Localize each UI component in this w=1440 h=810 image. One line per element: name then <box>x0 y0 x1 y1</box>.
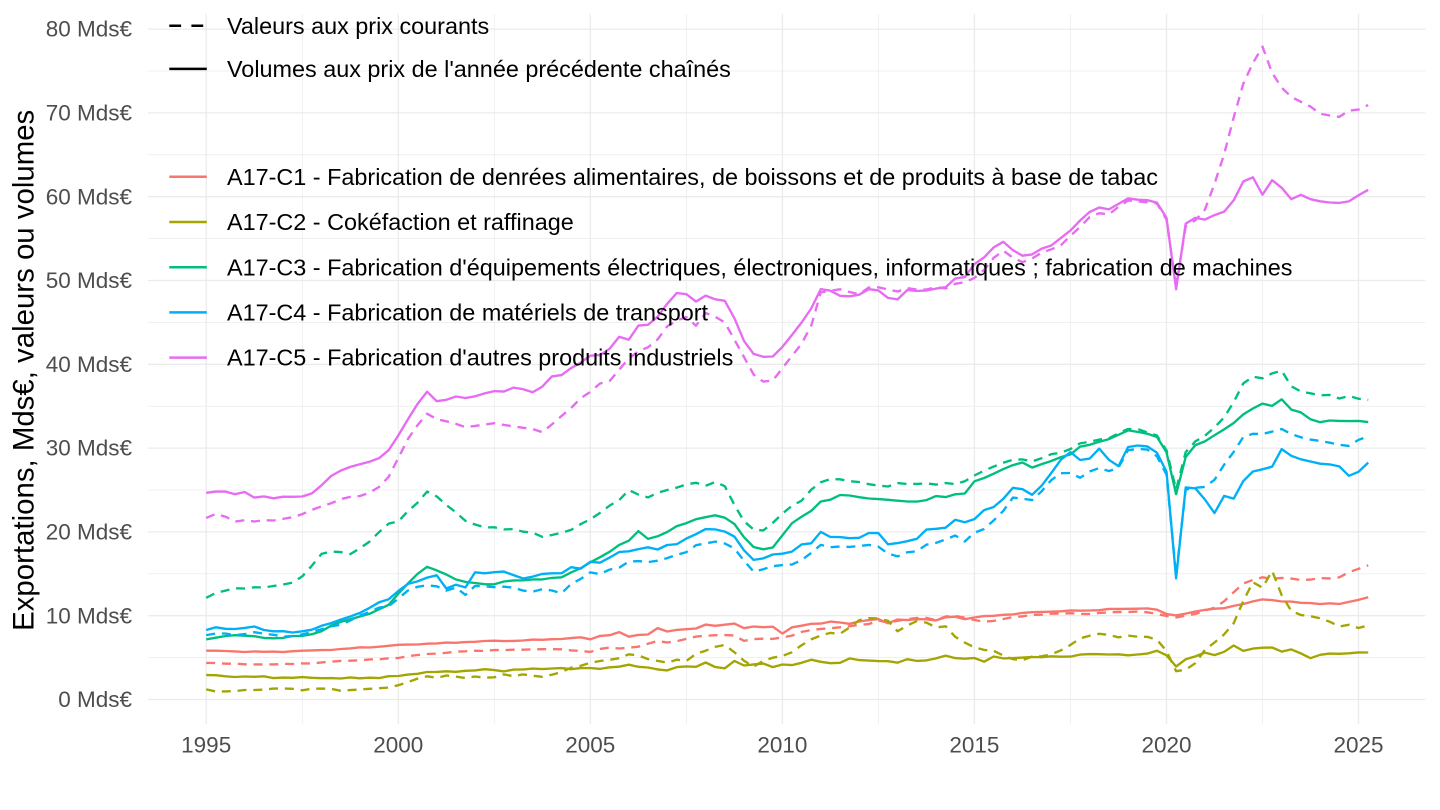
svg-text:2005: 2005 <box>565 733 615 758</box>
svg-text:2010: 2010 <box>757 733 807 758</box>
svg-text:60 Mds€: 60 Mds€ <box>46 184 133 209</box>
svg-text:0 Mds€: 0 Mds€ <box>58 687 132 712</box>
svg-text:Valeurs aux prix courants: Valeurs aux prix courants <box>227 13 489 39</box>
svg-text:10 Mds€: 10 Mds€ <box>46 603 133 628</box>
svg-text:80 Mds€: 80 Mds€ <box>46 17 133 42</box>
svg-text:70 Mds€: 70 Mds€ <box>46 101 133 126</box>
svg-text:2015: 2015 <box>949 733 999 758</box>
svg-text:Exportations, Mds€, valeurs ou: Exportations, Mds€, valeurs ou volumes <box>8 110 41 631</box>
svg-text:1995: 1995 <box>181 733 231 758</box>
svg-text:A17-C5 - Fabrication d'autres: A17-C5 - Fabrication d'autres produits i… <box>227 345 733 371</box>
svg-text:40 Mds€: 40 Mds€ <box>46 352 133 377</box>
svg-text:20 Mds€: 20 Mds€ <box>46 520 133 545</box>
svg-text:2025: 2025 <box>1333 733 1383 758</box>
svg-text:A17-C2 - Cokéfaction et raffin: A17-C2 - Cokéfaction et raffinage <box>227 209 574 235</box>
svg-text:2000: 2000 <box>373 733 423 758</box>
svg-text:50 Mds€: 50 Mds€ <box>46 268 133 293</box>
svg-text:30 Mds€: 30 Mds€ <box>46 436 133 461</box>
svg-text:A17-C3 - Fabrication d'équipem: A17-C3 - Fabrication d'équipements élect… <box>227 254 1292 280</box>
svg-text:2020: 2020 <box>1141 733 1191 758</box>
svg-text:A17-C1 - Fabrication de denrée: A17-C1 - Fabrication de denrées alimenta… <box>227 164 1158 190</box>
svg-text:Volumes aux prix de l'année pr: Volumes aux prix de l'année précédente c… <box>227 56 731 82</box>
svg-text:A17-C4 - Fabrication de matéri: A17-C4 - Fabrication de matériels de tra… <box>227 300 709 326</box>
